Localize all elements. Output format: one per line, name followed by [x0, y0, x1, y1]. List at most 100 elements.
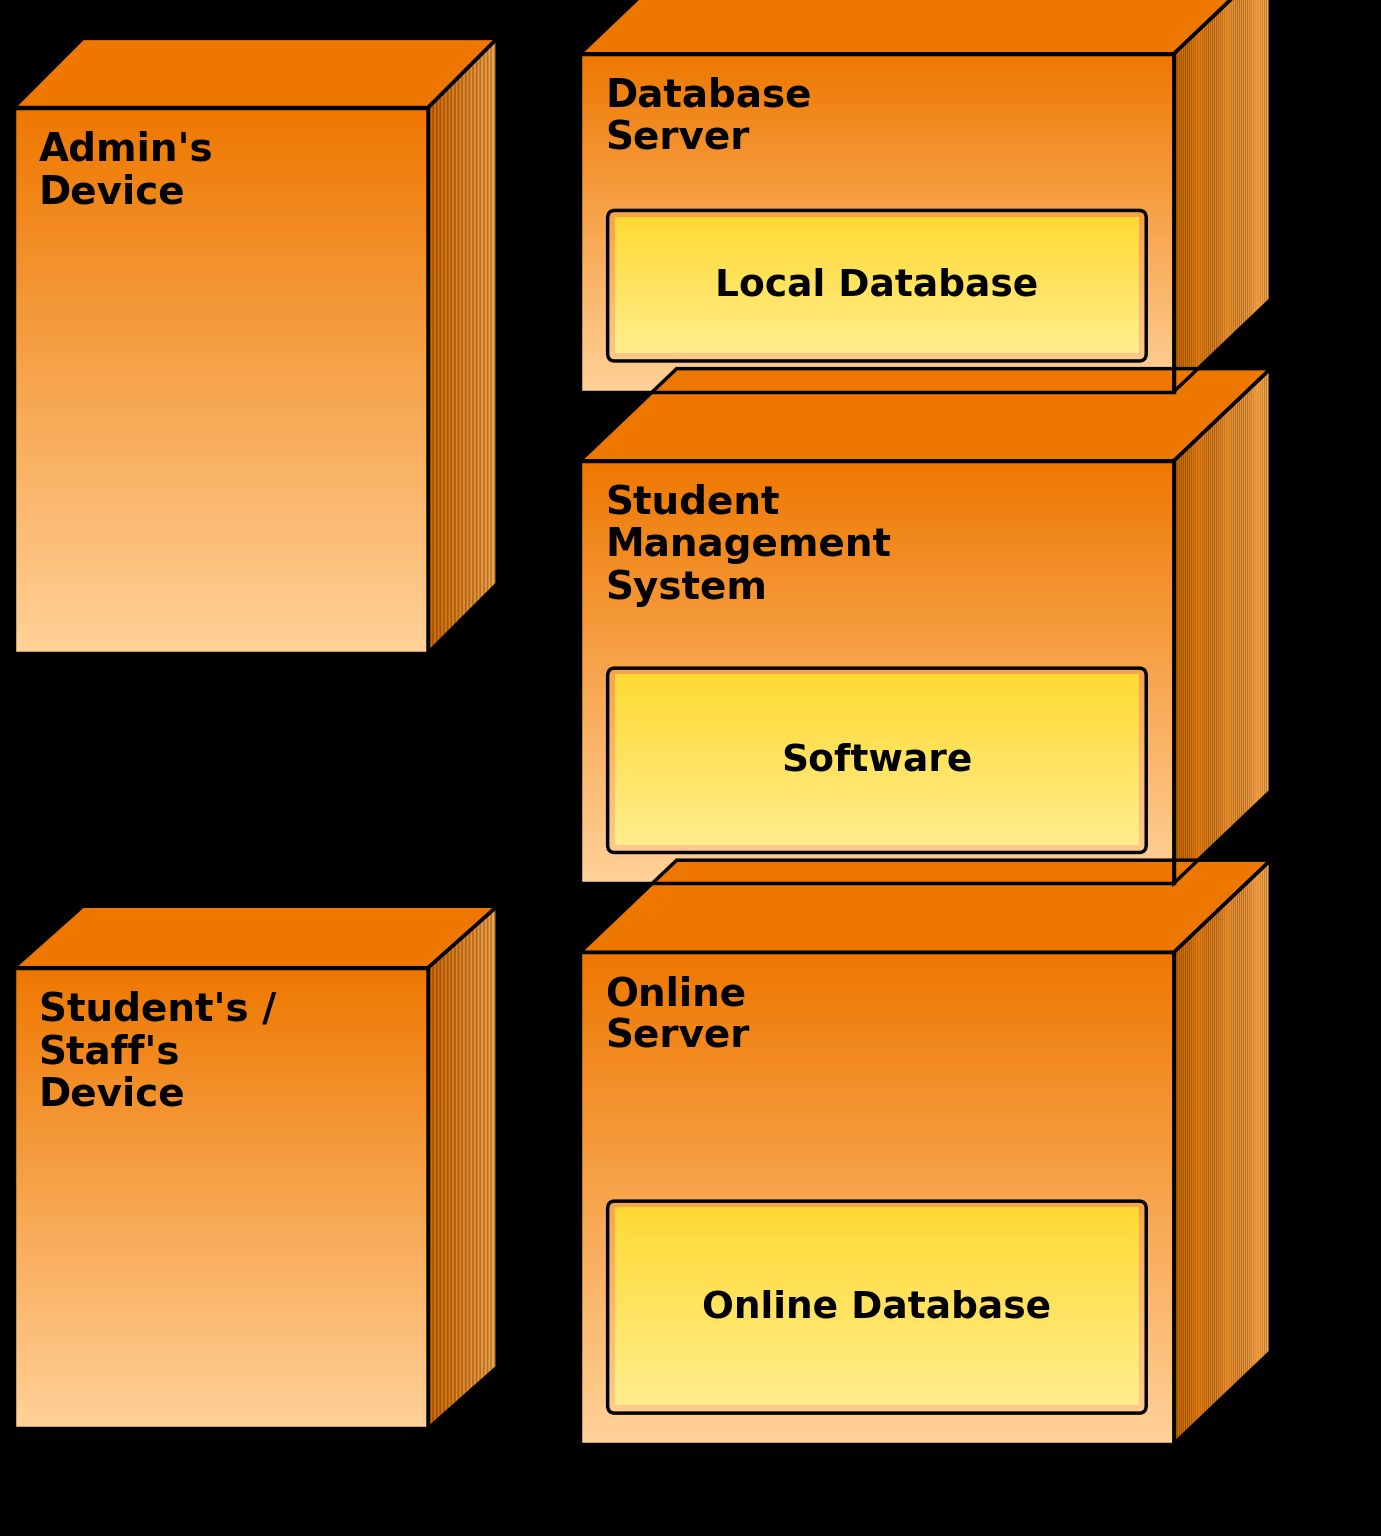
Bar — [580, 1135, 1174, 1143]
Polygon shape — [1222, 905, 1224, 1398]
Bar — [14, 1190, 428, 1198]
Polygon shape — [1217, 11, 1218, 352]
Bar — [14, 304, 428, 312]
Bar — [615, 716, 1139, 722]
Bar — [580, 183, 1174, 189]
Bar — [580, 1178, 1174, 1186]
Bar — [14, 263, 428, 272]
Bar — [14, 1289, 428, 1296]
Polygon shape — [1185, 940, 1188, 1433]
Polygon shape — [1236, 399, 1237, 825]
Polygon shape — [458, 940, 460, 1401]
Bar — [14, 257, 428, 264]
Polygon shape — [1232, 895, 1233, 1389]
Bar — [14, 1253, 428, 1261]
Polygon shape — [1207, 427, 1208, 852]
Bar — [615, 809, 1139, 816]
Polygon shape — [1255, 381, 1257, 806]
Polygon shape — [456, 942, 457, 1404]
Polygon shape — [1207, 20, 1208, 361]
Polygon shape — [1250, 387, 1251, 811]
Bar — [615, 1276, 1139, 1283]
Bar — [580, 356, 1174, 362]
Bar — [14, 1329, 428, 1336]
Polygon shape — [1250, 879, 1251, 1372]
Bar — [615, 720, 1139, 727]
Polygon shape — [1178, 455, 1179, 880]
Bar — [580, 507, 1174, 513]
Bar — [14, 140, 428, 149]
Bar — [580, 975, 1174, 983]
Bar — [615, 839, 1139, 845]
Polygon shape — [1257, 871, 1259, 1364]
Bar — [14, 1203, 428, 1210]
Bar — [14, 1364, 428, 1370]
Bar — [14, 338, 428, 346]
Polygon shape — [1189, 935, 1192, 1428]
Bar — [580, 1031, 1174, 1038]
Polygon shape — [482, 52, 483, 599]
Bar — [14, 542, 428, 550]
Bar — [615, 270, 1139, 275]
Polygon shape — [1261, 0, 1262, 309]
Polygon shape — [464, 71, 465, 617]
Bar — [580, 734, 1174, 740]
Bar — [615, 742, 1139, 748]
Bar — [615, 780, 1139, 786]
Bar — [14, 590, 428, 599]
Bar — [615, 1326, 1139, 1332]
Bar — [580, 1203, 1174, 1210]
Bar — [580, 461, 1174, 883]
Bar — [14, 1318, 428, 1324]
Bar — [580, 65, 1174, 71]
Bar — [580, 660, 1174, 667]
Bar — [580, 1000, 1174, 1008]
Bar — [14, 270, 428, 278]
Bar — [615, 290, 1139, 296]
Bar — [580, 856, 1174, 862]
Bar — [14, 161, 428, 169]
Bar — [14, 1335, 428, 1342]
Polygon shape — [1266, 370, 1269, 794]
Bar — [14, 1121, 428, 1129]
Polygon shape — [464, 934, 465, 1396]
Bar — [14, 386, 428, 393]
Polygon shape — [1259, 0, 1261, 310]
Polygon shape — [1265, 863, 1266, 1358]
Polygon shape — [1251, 0, 1253, 318]
Bar — [14, 1029, 428, 1037]
Bar — [14, 562, 428, 571]
Bar — [14, 617, 428, 625]
Polygon shape — [1218, 908, 1221, 1401]
Bar — [14, 1157, 428, 1164]
Bar — [580, 951, 1174, 958]
Bar — [580, 1190, 1174, 1198]
Bar — [615, 349, 1139, 353]
Bar — [14, 352, 428, 359]
Polygon shape — [443, 91, 445, 637]
Polygon shape — [1182, 45, 1184, 384]
Bar — [14, 1243, 428, 1250]
Polygon shape — [1269, 860, 1271, 1353]
Bar — [615, 751, 1139, 756]
Text: Software: Software — [782, 742, 972, 779]
Polygon shape — [476, 58, 478, 605]
Bar — [580, 260, 1174, 266]
Bar — [580, 170, 1174, 177]
Bar — [580, 298, 1174, 303]
Polygon shape — [1199, 926, 1201, 1419]
Bar — [580, 141, 1174, 147]
Bar — [580, 544, 1174, 550]
Bar — [14, 1295, 428, 1301]
Polygon shape — [14, 38, 497, 108]
Bar — [580, 209, 1174, 214]
Bar — [14, 475, 428, 482]
Bar — [615, 1384, 1139, 1390]
Polygon shape — [1193, 34, 1195, 373]
Polygon shape — [441, 955, 442, 1418]
Bar — [14, 1052, 428, 1060]
Bar — [615, 1256, 1139, 1263]
Bar — [580, 1270, 1174, 1278]
Bar — [615, 220, 1139, 224]
Bar — [580, 1006, 1174, 1014]
